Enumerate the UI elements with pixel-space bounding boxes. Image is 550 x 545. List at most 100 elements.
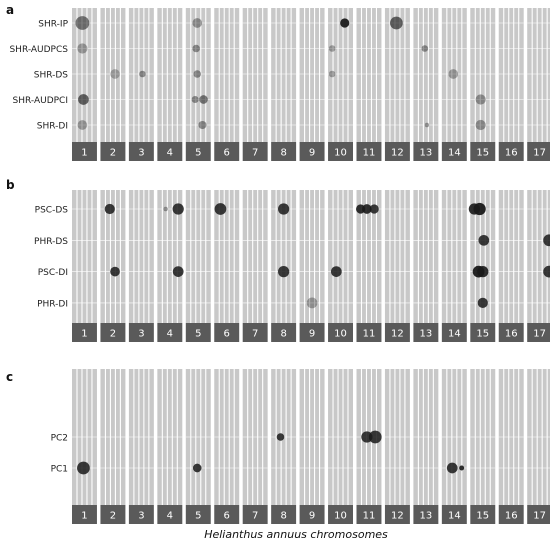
association-point bbox=[104, 203, 115, 215]
chromosome-strip bbox=[498, 142, 524, 161]
chromosome-label: 15 bbox=[476, 329, 489, 340]
chromosome-column bbox=[356, 8, 382, 142]
chromosome-strip bbox=[384, 505, 410, 524]
association-point bbox=[477, 297, 488, 308]
chromosome-label: 5 bbox=[195, 329, 201, 340]
association-point bbox=[475, 119, 486, 131]
chromosome-column bbox=[185, 190, 211, 323]
chromosome-strip bbox=[157, 505, 183, 524]
association-point bbox=[214, 203, 227, 215]
chromosome-label: 17 bbox=[533, 329, 546, 340]
chromosome-label: 13 bbox=[420, 329, 433, 340]
trait-label: PSC-DS bbox=[35, 206, 69, 216]
trait-label: PSC-DI bbox=[38, 268, 68, 278]
association-point bbox=[78, 94, 89, 105]
association-point bbox=[192, 463, 202, 473]
chromosome-strip bbox=[100, 505, 126, 524]
association-point bbox=[543, 265, 550, 278]
chromosome-strip bbox=[185, 323, 211, 342]
chromosome-strip bbox=[100, 323, 126, 342]
chromosome-label: 8 bbox=[280, 148, 286, 159]
association-point bbox=[77, 461, 90, 475]
chromosome-label: 5 bbox=[195, 148, 201, 159]
chromosome-label: 11 bbox=[363, 329, 376, 340]
association-point bbox=[75, 16, 90, 30]
chromosome-label: 4 bbox=[167, 148, 173, 159]
chromosome-strip bbox=[527, 323, 550, 342]
chromosome-label: 8 bbox=[280, 329, 286, 340]
chromosome-label: 10 bbox=[334, 148, 347, 159]
chromosome-strip bbox=[271, 323, 297, 342]
association-point bbox=[328, 45, 336, 52]
chromosome-strip bbox=[271, 142, 297, 161]
chromosome-column bbox=[470, 8, 496, 142]
chromosome-column bbox=[100, 8, 126, 142]
chromosome-label: 2 bbox=[110, 148, 116, 159]
chromosome-strip bbox=[185, 142, 211, 161]
chromosome-strip bbox=[498, 505, 524, 524]
chromosome-column bbox=[527, 8, 550, 142]
association-point bbox=[446, 462, 458, 474]
chromosome-label: 3 bbox=[138, 148, 144, 159]
association-point bbox=[362, 204, 372, 214]
panel-letter: c bbox=[6, 370, 13, 384]
association-point bbox=[198, 120, 207, 130]
chromosome-label: 12 bbox=[391, 148, 404, 159]
chromosome-label: 9 bbox=[309, 148, 315, 159]
chromosome-label: 4 bbox=[167, 329, 173, 340]
chromosome-label: 2 bbox=[110, 329, 116, 340]
association-point bbox=[368, 430, 382, 444]
chromosome-strip bbox=[441, 142, 467, 161]
association-point bbox=[389, 16, 403, 30]
association-point bbox=[328, 70, 336, 78]
association-point bbox=[421, 45, 429, 52]
association-point bbox=[448, 69, 459, 79]
association-point bbox=[172, 266, 184, 277]
association-point bbox=[477, 265, 489, 278]
association-point bbox=[110, 266, 120, 277]
chromosome-strip bbox=[242, 323, 268, 342]
association-point bbox=[543, 234, 550, 247]
chromosome-column bbox=[441, 190, 467, 323]
chromosome-label: 16 bbox=[505, 148, 518, 159]
association-point bbox=[473, 202, 486, 216]
chromosome-label: 5 bbox=[195, 511, 201, 522]
chromosome-strip bbox=[328, 323, 353, 342]
chromosome-column bbox=[299, 8, 325, 142]
chromosome-column bbox=[72, 190, 97, 323]
association-point bbox=[77, 43, 88, 54]
chromosome-column bbox=[128, 8, 154, 142]
chromosome-column bbox=[271, 8, 297, 142]
association-point bbox=[276, 433, 285, 441]
association-point bbox=[192, 44, 200, 53]
chromosome-strip bbox=[470, 142, 496, 161]
chromosome-label: 8 bbox=[280, 511, 286, 522]
trait-label: PC2 bbox=[51, 434, 68, 444]
chromosome-column bbox=[128, 190, 154, 323]
chromosome-strip bbox=[242, 505, 268, 524]
association-point bbox=[340, 18, 350, 28]
chromosome-column bbox=[384, 190, 410, 323]
chromosome-strip bbox=[214, 142, 240, 161]
chromosome-strip bbox=[470, 323, 496, 342]
association-point bbox=[110, 69, 120, 79]
association-point bbox=[459, 465, 465, 471]
chromosome-label: 1 bbox=[81, 511, 87, 522]
chromosome-label: 2 bbox=[110, 511, 116, 522]
trait-label: PHR-DI bbox=[37, 299, 68, 309]
chromosome-strip bbox=[157, 142, 183, 161]
chromosome-label: 4 bbox=[167, 511, 173, 522]
chromosome-label: 3 bbox=[138, 329, 144, 340]
chromosome-label: 12 bbox=[391, 329, 404, 340]
chromosome-label: 13 bbox=[420, 511, 433, 522]
chromosome-label: 14 bbox=[448, 329, 461, 340]
chromosome-strip bbox=[328, 505, 353, 524]
chromosome-column bbox=[498, 190, 524, 323]
chromosome-strip bbox=[413, 323, 439, 342]
chromosome-strip bbox=[413, 142, 439, 161]
chromosome-label: 14 bbox=[448, 511, 461, 522]
association-point bbox=[330, 266, 342, 277]
chromosome-column bbox=[242, 190, 268, 323]
panel-letter: b bbox=[6, 178, 15, 192]
trait-label: SHR-DI bbox=[37, 122, 68, 132]
